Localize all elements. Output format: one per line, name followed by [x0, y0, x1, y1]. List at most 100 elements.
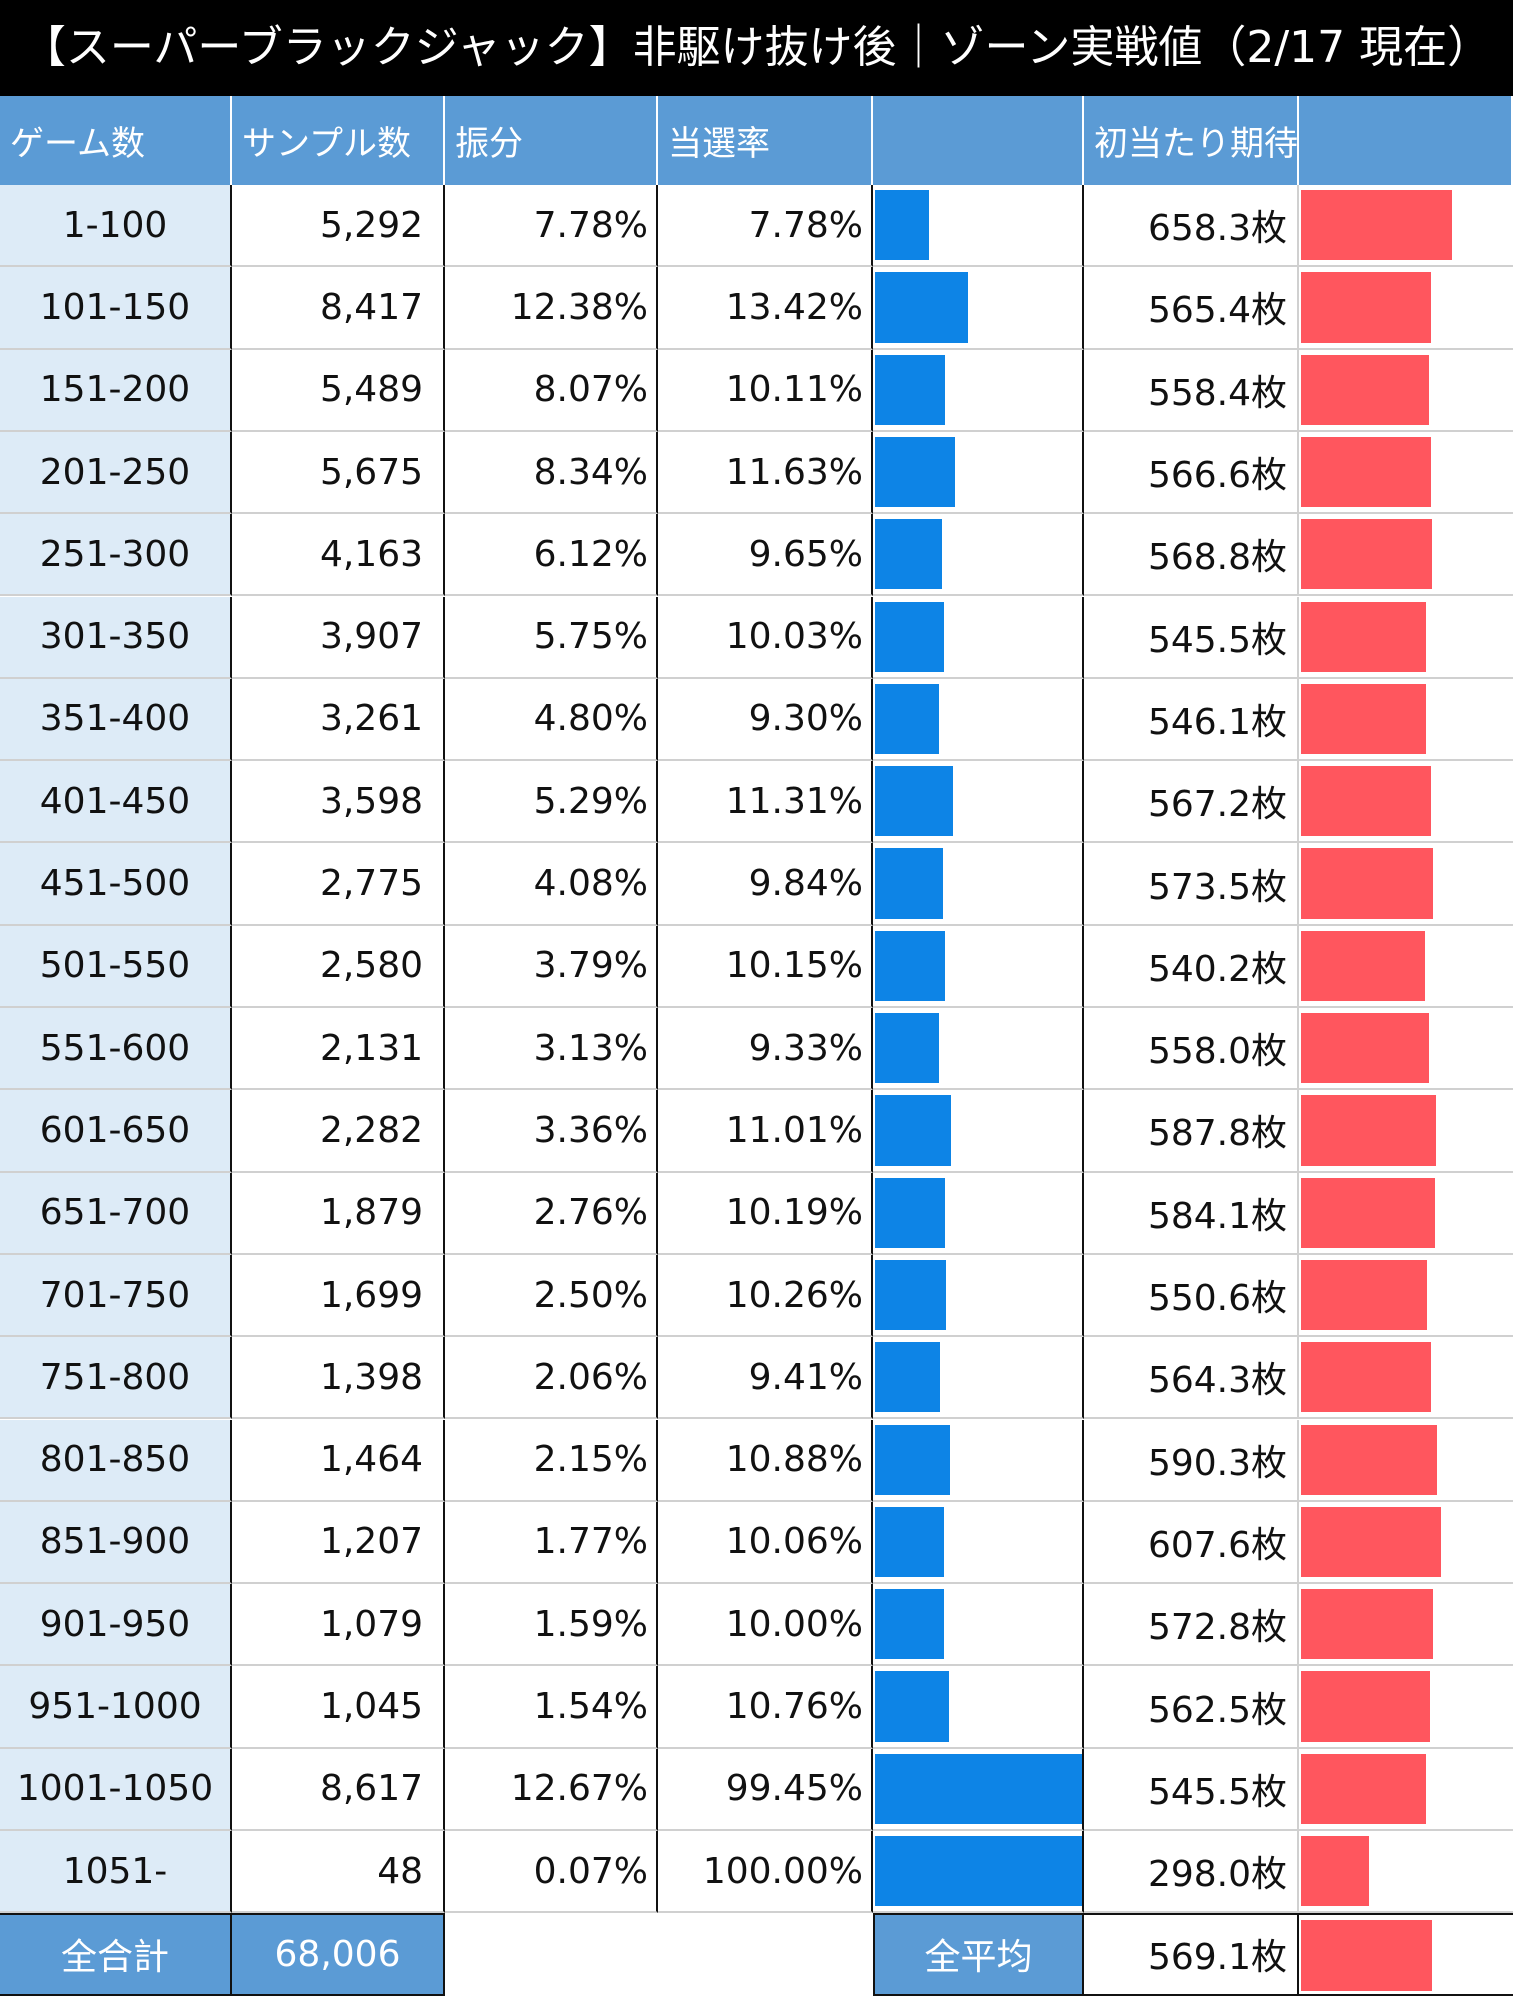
expected-cell — [1299, 267, 1513, 350]
hit-rate-cell — [873, 1337, 1084, 1420]
expected-bar — [1301, 1424, 1437, 1495]
expected-cell — [1299, 514, 1513, 597]
hit-rate: 9.30% — [658, 678, 873, 762]
hit-rate-bar — [875, 354, 945, 425]
share: 5.75% — [445, 596, 658, 679]
expected-bar — [1301, 436, 1432, 508]
expected-cell — [1299, 761, 1513, 844]
expected-coins: 546.1枚 — [1084, 678, 1299, 762]
expected-coins: 562.5枚 — [1084, 1666, 1299, 1749]
expected-cell — [1299, 432, 1513, 515]
expected-coins: 584.1枚 — [1084, 1172, 1299, 1255]
share: 1.59% — [445, 1584, 658, 1667]
average-cell — [1299, 1913, 1513, 1996]
sample-count: 5,675 — [232, 431, 445, 515]
share: 2.50% — [445, 1254, 658, 1338]
hit-rate-cell — [873, 925, 1084, 1008]
hit-rate: 10.19% — [658, 1172, 873, 1255]
hit-rate-cell — [873, 1172, 1084, 1255]
share: 12.38% — [445, 267, 658, 350]
share: 7.78% — [445, 185, 658, 268]
sample-count: 1,045 — [232, 1666, 445, 1749]
hit-rate-cell — [873, 1254, 1084, 1338]
expected-coins: 565.4枚 — [1084, 267, 1299, 350]
expected-coins: 558.4枚 — [1084, 349, 1299, 432]
game-range: 101-150 — [0, 267, 232, 350]
share: 4.80% — [445, 678, 658, 762]
hit-rate-bar — [875, 272, 968, 343]
expected-bar — [1301, 1177, 1436, 1248]
game-range: 1051- — [0, 1831, 232, 1914]
hit-rate-cell — [873, 267, 1084, 350]
sample-count: 1,699 — [232, 1254, 445, 1338]
hit-rate: 100.00% — [658, 1831, 873, 1914]
game-range: 701-750 — [0, 1254, 232, 1338]
hit-rate-bar — [875, 1589, 944, 1660]
game-range: 551-600 — [0, 1008, 232, 1091]
hit-rate-bar — [875, 601, 945, 672]
hit-rate-bar — [875, 1671, 950, 1742]
hit-rate-cell — [873, 431, 1084, 515]
expected-coins: 572.8枚 — [1084, 1584, 1299, 1667]
hit-rate-cell — [873, 1090, 1084, 1173]
expected-cell — [1299, 1173, 1513, 1255]
hit-rate: 10.26% — [658, 1254, 873, 1338]
sample-count: 8,417 — [232, 267, 445, 350]
expected-coins: 545.5枚 — [1084, 1748, 1299, 1831]
hit-rate: 10.06% — [658, 1501, 873, 1585]
hit-rate-bar — [875, 1424, 951, 1495]
share: 1.54% — [445, 1666, 658, 1749]
expected-cell — [1299, 679, 1513, 762]
expected-bar — [1301, 1671, 1431, 1742]
hit-rate: 9.65% — [658, 514, 873, 597]
header-cell: 当選率 — [658, 96, 873, 185]
hit-rate-bar — [875, 1013, 940, 1084]
total-samples: 68,006 — [232, 1913, 445, 1996]
share: 2.06% — [445, 1337, 658, 1420]
expected-bar — [1301, 1589, 1433, 1660]
hit-rate: 7.78% — [658, 185, 873, 268]
hit-rate-bar — [875, 766, 954, 837]
expected-coins: 590.3枚 — [1084, 1419, 1299, 1502]
game-range: 1-100 — [0, 185, 232, 268]
game-range: 751-800 — [0, 1337, 232, 1420]
share: 3.79% — [445, 925, 658, 1008]
share: 0.07% — [445, 1831, 658, 1914]
expected-coins: 298.0枚 — [1084, 1831, 1299, 1914]
share: 3.13% — [445, 1008, 658, 1091]
hit-rate-bar — [875, 436, 956, 508]
hit-rate: 10.00% — [658, 1584, 873, 1667]
sample-count: 2,775 — [232, 843, 445, 926]
hit-rate-bar — [875, 1095, 951, 1166]
hit-rate-cell — [873, 1831, 1084, 1914]
hit-rate: 10.76% — [658, 1666, 873, 1749]
hit-rate-cell — [873, 1501, 1084, 1585]
hit-rate-bar — [875, 1177, 946, 1248]
hit-rate: 10.11% — [658, 349, 873, 432]
game-range: 501-550 — [0, 925, 232, 1008]
expected-cell — [1299, 1749, 1513, 1831]
game-range: 201-250 — [0, 431, 232, 515]
share: 12.67% — [445, 1748, 658, 1831]
sample-count: 8,617 — [232, 1748, 445, 1831]
hit-rate-cell — [873, 678, 1084, 762]
share: 1.77% — [445, 1501, 658, 1585]
hit-rate-cell — [873, 1666, 1084, 1749]
game-range: 851-900 — [0, 1501, 232, 1585]
header-cell — [873, 96, 1084, 185]
share: 3.36% — [445, 1090, 658, 1173]
expected-bar — [1301, 766, 1432, 837]
hit-rate-bar — [875, 930, 946, 1001]
game-range: 601-650 — [0, 1090, 232, 1173]
sample-count: 1,079 — [232, 1584, 445, 1667]
hit-rate-bar — [875, 1342, 940, 1413]
hit-rate-cell — [873, 1008, 1084, 1091]
expected-cell — [1299, 1831, 1513, 1914]
hit-rate: 9.41% — [658, 1337, 873, 1420]
header-cell: ゲーム数 — [0, 96, 232, 185]
expected-bar — [1301, 1506, 1441, 1578]
sample-count: 48 — [232, 1831, 445, 1914]
hit-rate: 9.84% — [658, 843, 873, 926]
expected-coins: 607.6枚 — [1084, 1501, 1299, 1585]
expected-bar — [1301, 1836, 1370, 1907]
